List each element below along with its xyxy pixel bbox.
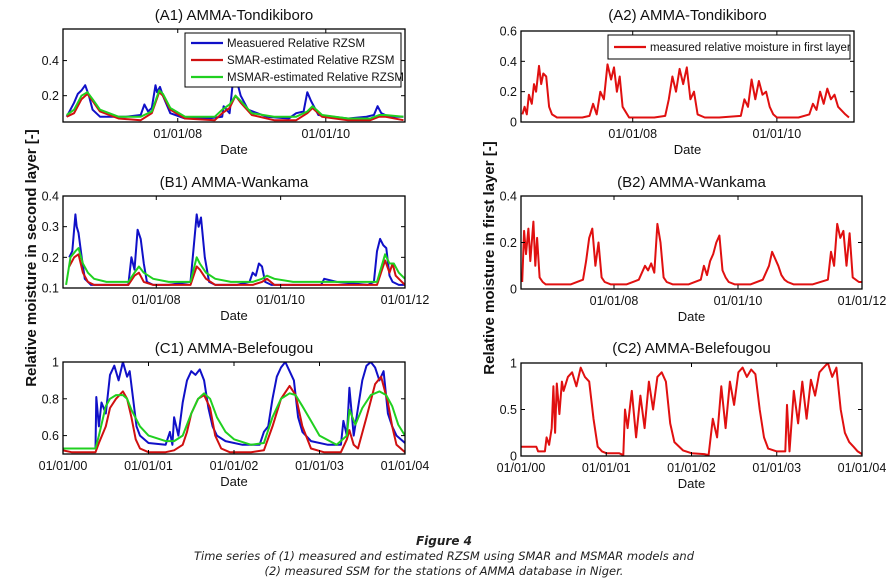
x-axis-label: Date xyxy=(678,309,705,324)
y-tick-label: 0 xyxy=(510,283,517,297)
figure-caption-line-1: Time series of (1) measured and estimate… xyxy=(193,549,694,563)
y-axis-label-right: Relative moisture in first layer [-] xyxy=(481,141,498,374)
figure-caption-title: Figure 4 xyxy=(415,534,473,548)
panel-title: (B2) AMMA-Wankama xyxy=(617,174,766,191)
y-tick-label: 0.6 xyxy=(42,429,59,443)
legend: measured relative moisture in first laye… xyxy=(607,34,851,60)
x-tick-label: 01/01/00 xyxy=(497,461,546,475)
series-line-ssm xyxy=(521,363,862,456)
panel-b2: (B2) AMMA-Wankama 0 0.2 0.4 01/01/08 01/01/10… xyxy=(500,174,887,324)
x-tick-label: 01/01/08 xyxy=(590,294,639,308)
legend-label: Measuered Relative RZSM xyxy=(227,38,365,50)
x-tick-label: 01/01/03 xyxy=(295,459,344,473)
x-tick-label: 01/01/08 xyxy=(608,127,657,141)
series-line-msmar xyxy=(63,390,405,450)
x-tick-label: 01/01/10 xyxy=(301,127,350,141)
y-tick-label: 0.2 xyxy=(42,89,59,103)
y-tick-label: 0.6 xyxy=(500,25,517,39)
y-tick-label: 0.4 xyxy=(42,54,59,68)
x-tick-label: 01/01/04 xyxy=(838,461,887,475)
panel-c1: (C1) AMMA-Belefougou 0.6 0.8 1 01/01/00 01/01… xyxy=(39,340,430,489)
x-tick-label: 01/01/08 xyxy=(132,293,181,307)
y-axis-label-left: Relative moisture in second layer [-] xyxy=(23,129,40,387)
legend-label: MSMAR-estimated Relative RZSM xyxy=(227,72,404,84)
y-tick-label: 0.3 xyxy=(42,220,59,234)
axes-frame xyxy=(62,28,406,123)
y-tick-label: 0.4 xyxy=(500,55,517,69)
series-line-msmar xyxy=(65,247,405,286)
panel-a2: (A2) AMMA-Tondikiboro 0 0.2 0.4 0.6 01/01/08 0… xyxy=(500,7,855,157)
x-axis-label: Date xyxy=(220,142,247,157)
x-axis-label: Date xyxy=(220,308,247,323)
x-tick-label: 01/01/08 xyxy=(153,127,202,141)
panel-title: (C2) AMMA-Belefougou xyxy=(612,340,770,357)
panel-b1: (B1) AMMA-Wankama 0.1 0.2 0.3 0.4 01/01/08 01/… xyxy=(42,174,430,323)
axes-frame xyxy=(520,362,863,457)
panel-title: (A1) AMMA-Tondikiboro xyxy=(155,7,313,24)
x-tick-label: 01/01/02 xyxy=(210,459,259,473)
x-axis-label: Date xyxy=(678,476,705,491)
panel-title: (C1) AMMA-Belefougou xyxy=(155,340,313,357)
series-line-measured xyxy=(63,362,405,450)
legend: Measuered Relative RZSM SMAR-estimated Re… xyxy=(184,32,404,88)
y-tick-label: 0 xyxy=(510,116,517,130)
series-line-smar xyxy=(66,91,404,122)
legend-label: measured relative moisture in first laye… xyxy=(650,42,851,54)
y-tick-label: 1 xyxy=(510,357,517,371)
legend-label: SMAR-estimated Relative RZSM xyxy=(227,55,394,67)
y-tick-label: 0.1 xyxy=(42,282,59,296)
y-tick-label: 0.2 xyxy=(500,85,517,99)
axes-frame xyxy=(520,30,855,123)
y-tick-label: 0.8 xyxy=(42,392,59,406)
x-tick-label: 01/01/12 xyxy=(381,293,430,307)
y-tick-label: 0.5 xyxy=(500,403,517,417)
x-tick-label: 01/01/03 xyxy=(752,461,801,475)
x-axis-label: Date xyxy=(674,142,701,157)
panel-title: (B1) AMMA-Wankama xyxy=(160,174,309,191)
x-tick-label: 01/01/01 xyxy=(124,459,173,473)
series-line-smar xyxy=(63,375,405,454)
x-tick-label: 01/01/01 xyxy=(582,461,631,475)
series-line-msmar xyxy=(66,89,404,120)
axes-frame xyxy=(62,195,406,289)
y-tick-label: 0 xyxy=(510,450,517,464)
figure-caption-line-2: (2) measured SSM for the stations of AMM… xyxy=(264,564,624,578)
axes-frame xyxy=(520,195,863,290)
x-tick-label: 01/01/10 xyxy=(714,294,763,308)
x-axis-label: Date xyxy=(220,474,247,489)
y-tick-label: 0.4 xyxy=(42,190,59,204)
x-tick-label: 01/01/10 xyxy=(256,293,305,307)
x-tick-label: 01/01/12 xyxy=(838,294,887,308)
x-tick-label: 01/01/00 xyxy=(39,459,88,473)
panel-a1: (A1) AMMA-Tondikiboro 0.2 0.4 01/01/08 01/01… xyxy=(42,7,406,157)
y-tick-label: 0.4 xyxy=(500,190,517,204)
y-tick-label: 0.2 xyxy=(500,236,517,250)
x-tick-label: 01/01/10 xyxy=(753,127,802,141)
y-tick-label: 1 xyxy=(52,356,59,370)
panel-c2: (C2) AMMA-Belefougou 0 0.5 1 01/01/00 01/01/0… xyxy=(497,340,887,491)
x-tick-label: 01/01/04 xyxy=(381,459,430,473)
panel-title: (A2) AMMA-Tondikiboro xyxy=(608,7,766,24)
series-line-ssm xyxy=(521,63,850,119)
y-tick-label: 0.2 xyxy=(42,251,59,265)
series-line-ssm xyxy=(521,220,862,286)
series-line-measured xyxy=(68,213,405,286)
series-line-smar xyxy=(68,253,405,286)
x-tick-label: 01/01/02 xyxy=(667,461,716,475)
legend-box xyxy=(607,34,851,60)
